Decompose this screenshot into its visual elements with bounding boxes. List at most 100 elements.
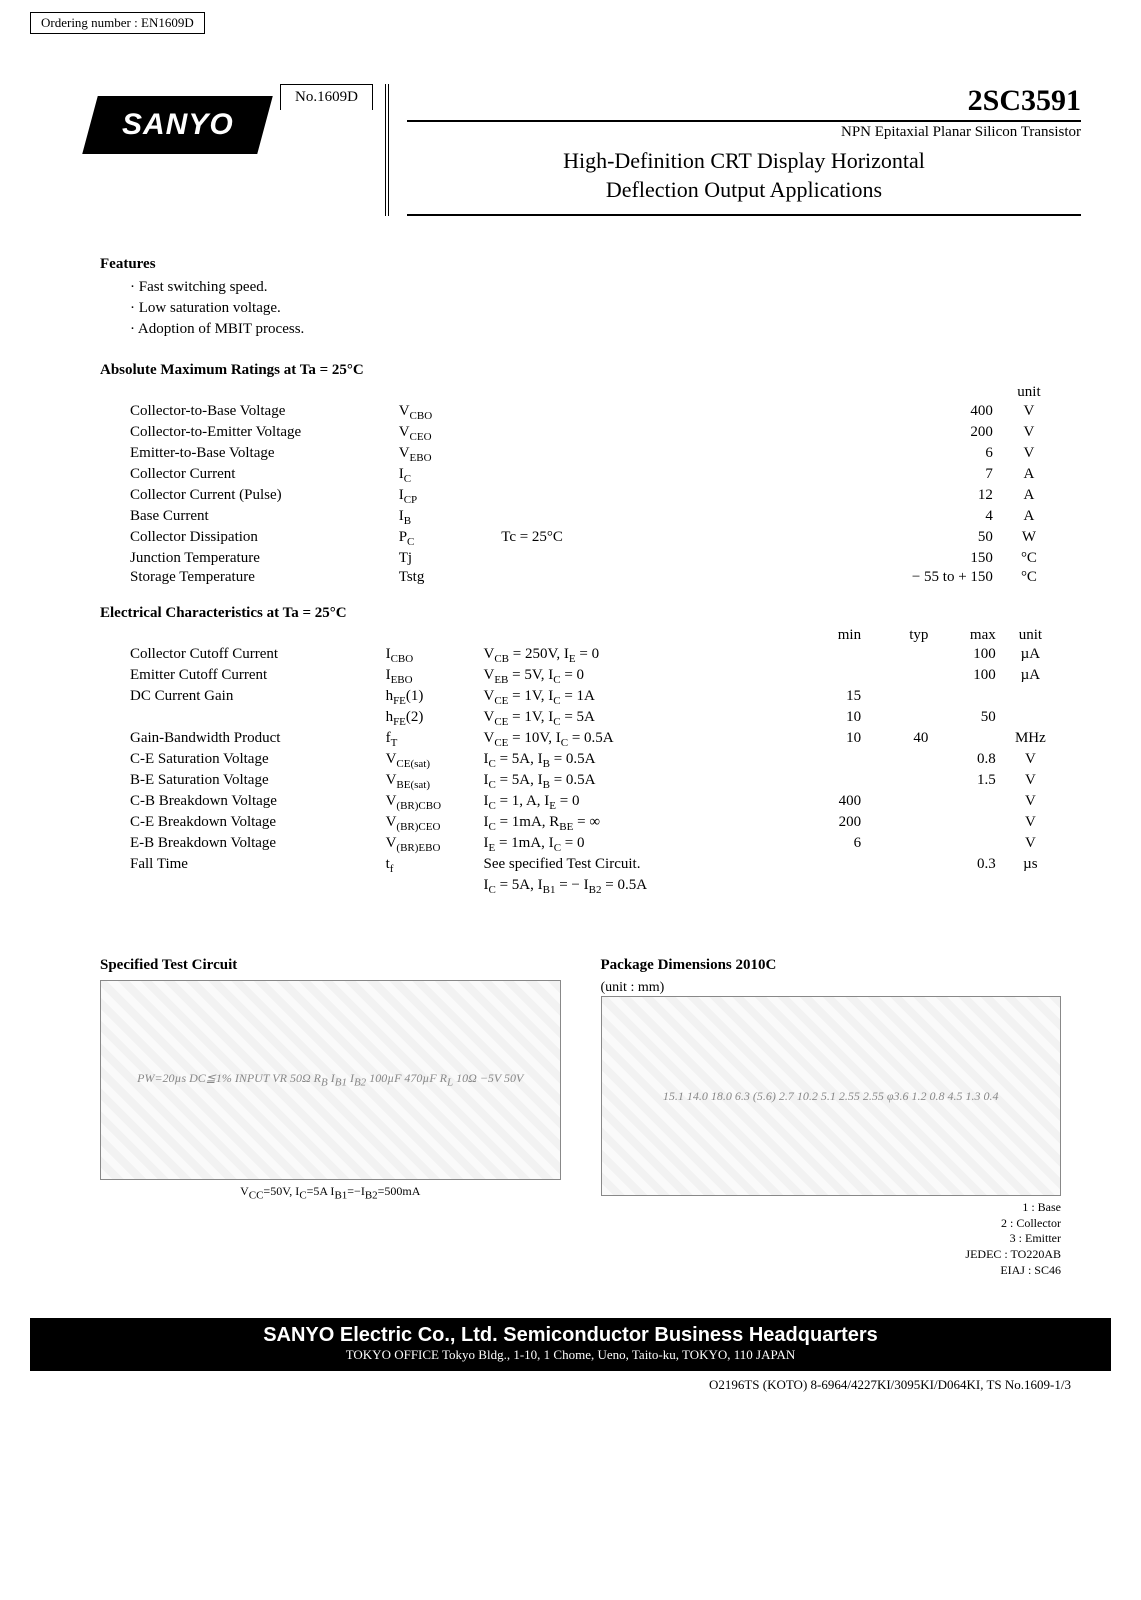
abs-value: 150 xyxy=(830,549,997,568)
elec-header-row: min typ max unit xyxy=(100,626,1061,645)
title-box: 2SC3591 NPN Epitaxial Planar Silicon Tra… xyxy=(385,84,1081,216)
elec-unit: µA xyxy=(1000,645,1061,666)
elec-param: Collector Cutoff Current xyxy=(100,645,382,666)
title-line-2: Deflection Output Applications xyxy=(606,177,882,202)
elec-unit xyxy=(1000,687,1061,708)
elec-symbol: tf xyxy=(382,855,480,876)
abs-value: 7 xyxy=(830,465,997,486)
elec-symbol: V(BR)CBO xyxy=(382,792,480,813)
elec-row: C-E Saturation VoltageVCE(sat)IC = 5A, I… xyxy=(100,750,1061,771)
elec-max: 100 xyxy=(932,645,999,666)
elec-symbol: IEBO xyxy=(382,666,480,687)
circuit-labels: PW=20µs DC≦1% INPUT VR 50Ω RB IB1 IB2 10… xyxy=(137,1071,523,1088)
elec-max xyxy=(932,876,999,897)
pkg-eiaj: EIAJ : SC46 xyxy=(601,1263,1062,1279)
elec-min xyxy=(798,876,865,897)
abs-value: 4 xyxy=(830,507,997,528)
elec-typ xyxy=(865,876,932,897)
pkg-unit: (unit : mm) xyxy=(601,980,1062,996)
abs-param: Collector Current xyxy=(100,465,395,486)
abs-unit: V xyxy=(997,444,1061,465)
package-section: Package Dimensions 2010C (unit : mm) 15.… xyxy=(601,957,1062,1278)
elec-row: E-B Breakdown VoltageV(BR)EBOIE = 1mA, I… xyxy=(100,834,1061,855)
elec-cond: VEB = 5V, IC = 0 xyxy=(479,666,797,687)
test-circuit-section: Specified Test Circuit PW=20µs DC≦1% INP… xyxy=(100,957,561,1201)
abs-symbol: ICP xyxy=(395,486,498,507)
elec-param: Emitter Cutoff Current xyxy=(100,666,382,687)
col-typ-header: typ xyxy=(865,626,932,645)
elec-symbol: VBE(sat) xyxy=(382,771,480,792)
abs-ratings-heading: Absolute Maximum Ratings at Ta = 25°C xyxy=(100,362,1061,379)
abs-unit: °C xyxy=(997,568,1061,587)
abs-row: Collector CurrentIC7A xyxy=(100,465,1061,486)
elec-min xyxy=(798,645,865,666)
elec-max xyxy=(932,834,999,855)
elec-cond: See specified Test Circuit. xyxy=(479,855,797,876)
elec-typ xyxy=(865,771,932,792)
abs-cond xyxy=(497,444,830,465)
circuit-note: VCC=50V, IC=5A IB1=−IB2=500mA xyxy=(100,1184,561,1201)
abs-row: Junction TemperatureTj 150°C xyxy=(100,549,1061,568)
elec-cond: VCE = 10V, IC = 0.5A xyxy=(479,729,797,750)
elec-unit: V xyxy=(1000,834,1061,855)
elec-cond: IC = 5A, IB = 0.5A xyxy=(479,771,797,792)
elec-symbol: V(BR)EBO xyxy=(382,834,480,855)
elec-max: 1.5 xyxy=(932,771,999,792)
elec-cond: IE = 1mA, IC = 0 xyxy=(479,834,797,855)
elec-unit: µA xyxy=(1000,666,1061,687)
abs-cond: Tc = 25°C xyxy=(497,528,830,549)
sanyo-logo: SANYO xyxy=(82,96,273,154)
elec-typ xyxy=(865,687,932,708)
footer-address: TOKYO OFFICE Tokyo Bldg., 1-10, 1 Chome,… xyxy=(40,1347,1101,1363)
abs-param: Collector Dissipation xyxy=(100,528,395,549)
pkg-dims: 15.1 14.0 18.0 6.3 (5.6) 2.7 10.2 5.1 2.… xyxy=(663,1089,999,1104)
elec-min xyxy=(798,750,865,771)
elec-max xyxy=(932,792,999,813)
pin-1: 1 : Base xyxy=(601,1200,1062,1216)
elec-param xyxy=(100,876,382,897)
abs-symbol: Tj xyxy=(395,549,498,568)
elec-typ: 40 xyxy=(865,729,932,750)
abs-symbol: VCBO xyxy=(395,402,498,423)
elec-max: 100 xyxy=(932,666,999,687)
elec-row: B-E Saturation VoltageVBE(sat)IC = 5A, I… xyxy=(100,771,1061,792)
elec-cond: IC = 1, A, IE = 0 xyxy=(479,792,797,813)
elec-symbol: V(BR)CEO xyxy=(382,813,480,834)
elec-unit: V xyxy=(1000,792,1061,813)
elec-row: Gain-Bandwidth ProductfTVCE = 10V, IC = … xyxy=(100,729,1061,750)
abs-param: Collector Current (Pulse) xyxy=(100,486,395,507)
elec-symbol: hFE(2) xyxy=(382,708,480,729)
elec-char-table: min typ max unit Collector Cutoff Curren… xyxy=(100,626,1061,897)
elec-row: C-E Breakdown VoltageV(BR)CEOIC = 1mA, R… xyxy=(100,813,1061,834)
col-max-header: max xyxy=(932,626,999,645)
elec-min: 10 xyxy=(798,729,865,750)
elec-max: 0.8 xyxy=(932,750,999,771)
abs-row: Collector-to-Emitter VoltageVCEO200V xyxy=(100,423,1061,444)
abs-row: Storage TemperatureTstg− 55 to + 150°C xyxy=(100,568,1061,587)
elec-cond: VCE = 1V, IC = 5A xyxy=(479,708,797,729)
elec-param: C-E Breakdown Voltage xyxy=(100,813,382,834)
pkg-legend: 1 : Base 2 : Collector 3 : Emitter JEDEC… xyxy=(601,1200,1062,1278)
abs-value: 200 xyxy=(830,423,997,444)
application-title: High-Definition CRT Display Horizontal D… xyxy=(407,147,1081,204)
footer-company: SANYO Electric Co., Ltd. Semiconductor B… xyxy=(40,1324,1101,1347)
type-line: NPN Epitaxial Planar Silicon Transistor xyxy=(407,124,1081,141)
abs-unit: A xyxy=(997,507,1061,528)
elec-typ xyxy=(865,855,932,876)
elec-symbol: fT xyxy=(382,729,480,750)
abs-unit: A xyxy=(997,486,1061,507)
abs-param: Junction Temperature xyxy=(100,549,395,568)
abs-cond xyxy=(497,465,830,486)
elec-row: Collector Cutoff CurrentICBOVCB = 250V, … xyxy=(100,645,1061,666)
features-list: · Fast switching speed.· Low saturation … xyxy=(130,277,1061,340)
elec-symbol: VCE(sat) xyxy=(382,750,480,771)
abs-header-row: unit xyxy=(100,383,1061,402)
abs-param: Base Current xyxy=(100,507,395,528)
elec-min: 6 xyxy=(798,834,865,855)
elec-cond: VCE = 1V, IC = 1A xyxy=(479,687,797,708)
abs-symbol: VCEO xyxy=(395,423,498,444)
abs-unit: °C xyxy=(997,549,1061,568)
elec-typ xyxy=(865,792,932,813)
abs-symbol: PC xyxy=(395,528,498,549)
abs-param: Collector-to-Emitter Voltage xyxy=(100,423,395,444)
